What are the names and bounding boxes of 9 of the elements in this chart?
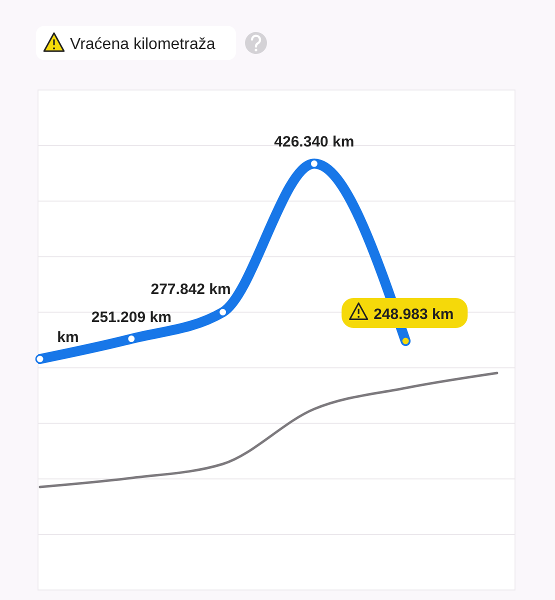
point — [35, 354, 45, 364]
point — [400, 336, 410, 346]
data-label: 426.340 km — [274, 134, 354, 151]
data-label: 277.842 km — [150, 281, 231, 298]
point — [309, 158, 319, 168]
chart-title: Vraćena kilometraža — [70, 36, 216, 53]
data-label: 248.983 km — [374, 306, 454, 324]
data-label: 251.209 km — [91, 308, 172, 326]
data-label: km — [57, 329, 79, 346]
